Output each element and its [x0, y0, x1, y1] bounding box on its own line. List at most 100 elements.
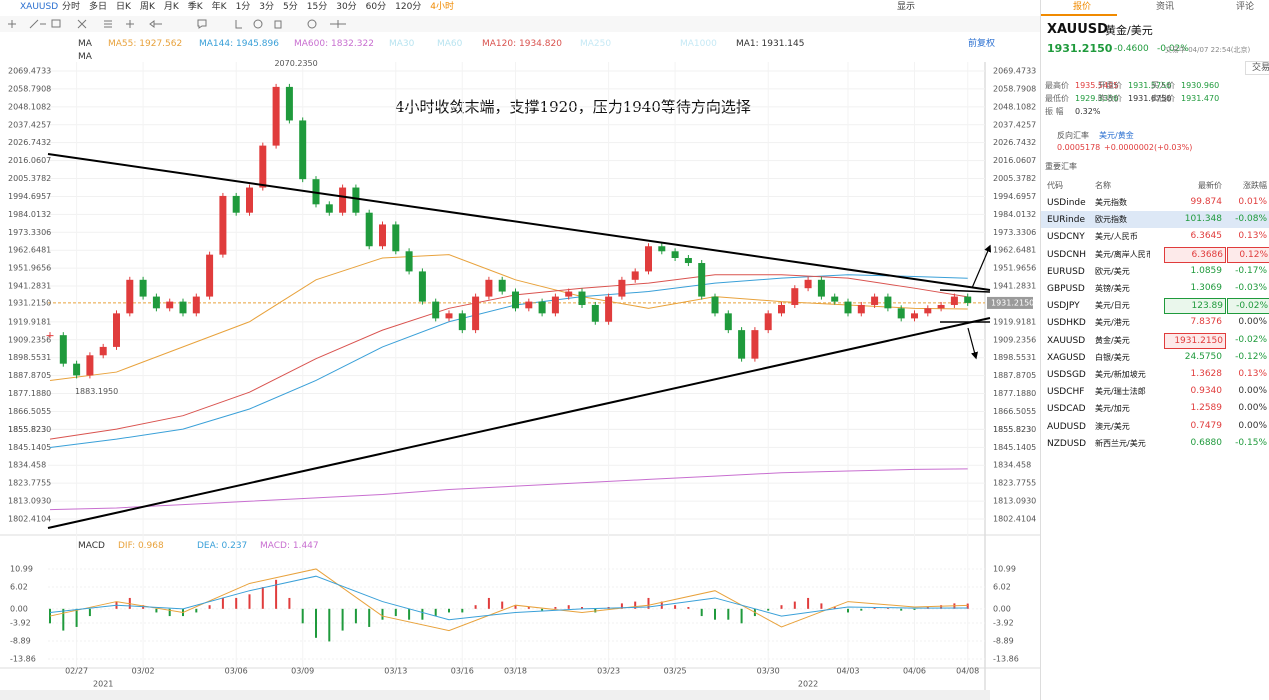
- period-button[interactable]: 4小时: [430, 2, 455, 12]
- y-tick-label-right: 2048.1082: [993, 102, 1036, 111]
- panel-tab[interactable]: 报价: [1073, 2, 1092, 12]
- rate-price: 1.3069: [1190, 283, 1223, 293]
- macd-bar: [674, 605, 677, 609]
- period-button[interactable]: 周K: [139, 2, 155, 12]
- candle: [778, 304, 785, 314]
- rate-price: 0.6880: [1190, 437, 1223, 448]
- macd-bar: [448, 608, 450, 613]
- candle: [565, 291, 573, 297]
- panel-tab[interactable]: 评论: [1236, 2, 1255, 12]
- period-button[interactable]: 15分: [306, 2, 328, 12]
- macd-bar: [62, 608, 65, 631]
- rate-price: 6.3686: [1164, 246, 1226, 263]
- period-button[interactable]: 年K: [211, 2, 227, 12]
- y-tick-label-right: 2037.4257: [993, 120, 1036, 129]
- macd-bar: [461, 608, 464, 613]
- period-button[interactable]: 分时: [62, 2, 81, 12]
- ma-legend-item: MA250: [580, 39, 612, 49]
- stat-value: 1930.960: [1181, 81, 1220, 90]
- y-tick-label: 2048.1082: [8, 102, 51, 111]
- macd-bar: [354, 608, 357, 624]
- macd-tick-label-right: 6.02: [993, 583, 1011, 592]
- rate-code[interactable]: XAGUSD: [1047, 352, 1086, 363]
- rate-name: 欧元/美元: [1095, 266, 1130, 276]
- rate-change: 0.13%: [1238, 369, 1267, 379]
- rate-code[interactable]: USDinde: [1047, 198, 1086, 208]
- candle: [711, 296, 719, 314]
- macd-bar: [381, 608, 384, 620]
- period-button[interactable]: 季K: [187, 2, 203, 12]
- macd-tick-label-right: -13.86: [993, 655, 1019, 664]
- trade-button[interactable]: 交易: [1245, 61, 1269, 75]
- rate-code[interactable]: AUDUSD: [1047, 421, 1086, 432]
- adjust-button[interactable]: 前复权: [968, 39, 996, 49]
- current-price-right: 1931.2150: [991, 298, 1034, 307]
- y-tick-label-right: 2026.7432: [993, 138, 1036, 147]
- stat-label: 最高价: [1045, 81, 1069, 90]
- candle: [86, 355, 94, 376]
- rate-code[interactable]: USDCNY: [1047, 232, 1085, 243]
- macd-bar: [301, 608, 304, 624]
- period-button[interactable]: 月K: [163, 2, 179, 12]
- x-tick-label: 03/06: [225, 667, 248, 676]
- candle: [764, 313, 772, 331]
- macd-bar: [860, 608, 863, 611]
- rate-code[interactable]: USDCAD: [1047, 404, 1086, 415]
- candle: [179, 301, 187, 314]
- low-label: 1883.1950: [75, 387, 118, 396]
- y-tick-label: 1973.3306: [8, 228, 51, 237]
- rate-code[interactable]: NZDUSD: [1047, 438, 1087, 449]
- candle: [857, 304, 865, 314]
- rate-code[interactable]: GBPUSD: [1047, 284, 1085, 294]
- rate-price: 99.874: [1190, 197, 1223, 207]
- rate-price: 0.7479: [1190, 420, 1223, 431]
- y-tick-label-right: 1855.8230: [993, 425, 1036, 434]
- rate-code[interactable]: USDHKD: [1047, 318, 1086, 329]
- period-button[interactable]: 60分: [365, 2, 387, 12]
- macd-bar: [88, 608, 91, 617]
- macd-bar: [368, 608, 371, 627]
- rate-code[interactable]: EURUSD: [1047, 266, 1085, 277]
- macd-bar: [807, 597, 810, 609]
- period-button[interactable]: 1分: [235, 2, 251, 12]
- period-button[interactable]: 3分: [259, 2, 275, 12]
- ma-title: MA: [78, 39, 92, 49]
- y-tick-label-right: 1994.6957: [993, 192, 1036, 201]
- period-button[interactable]: 5分: [283, 2, 298, 12]
- rate-name: 新西兰元/美元: [1095, 438, 1146, 448]
- y-tick-label-right: 2005.3782: [993, 174, 1036, 183]
- period-button[interactable]: 多日: [89, 2, 108, 12]
- rate-name: 美元指数: [1095, 198, 1127, 207]
- macd-bar: [275, 579, 278, 609]
- reverse-value: 0.0005178: [1057, 143, 1101, 152]
- ma-legend-item: MA600: 1832.322: [294, 39, 374, 49]
- ma-title-2: MA: [78, 52, 92, 62]
- stat-label: 买入价: [1151, 81, 1175, 90]
- candle: [950, 296, 958, 305]
- stat-label: 振 幅: [1045, 107, 1064, 116]
- rate-code[interactable]: USDSGD: [1047, 370, 1086, 380]
- col-change: 涨跌幅: [1243, 181, 1267, 190]
- macd-bar: [328, 608, 331, 642]
- period-button[interactable]: 30分: [336, 2, 357, 12]
- macd-bar: [900, 608, 903, 611]
- rate-code[interactable]: USDCNH: [1047, 249, 1087, 260]
- rate-code[interactable]: USDJPY: [1047, 301, 1080, 312]
- candle: [804, 279, 812, 289]
- rate-change: 0.00%: [1238, 317, 1267, 328]
- rate-change: -0.03%: [1235, 283, 1267, 293]
- rate-code[interactable]: EURinde: [1047, 215, 1085, 226]
- macd-bar: [966, 603, 969, 609]
- candle: [379, 224, 386, 247]
- scrollbar[interactable]: [0, 690, 990, 700]
- tool-icons: [8, 19, 346, 29]
- display-menu[interactable]: 显示: [897, 2, 916, 12]
- rate-price: 1931.2150: [1164, 332, 1226, 349]
- macd-bar: [168, 608, 171, 617]
- panel-tab[interactable]: 资讯: [1156, 2, 1175, 12]
- rate-code[interactable]: USDCHF: [1047, 387, 1085, 398]
- rate-code[interactable]: XAUUSD: [1047, 335, 1086, 346]
- period-button[interactable]: 120分: [395, 2, 422, 12]
- macd-value: MACD: 1.447: [260, 541, 319, 551]
- period-button[interactable]: 日K: [116, 2, 131, 12]
